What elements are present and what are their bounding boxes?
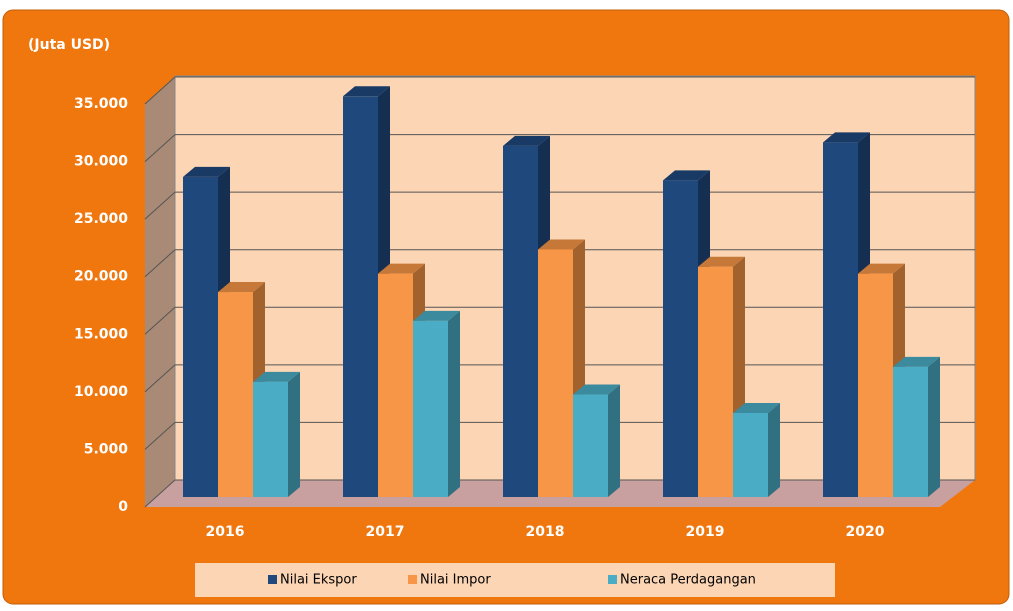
grid-line-side <box>144 364 176 393</box>
bar <box>413 320 448 497</box>
x-tick-label: 2017 <box>366 524 405 540</box>
bar <box>858 273 893 497</box>
bar-top <box>378 263 425 274</box>
grid-line-side <box>144 306 176 335</box>
bar <box>343 96 378 497</box>
y-tick-label: 0 <box>118 499 128 515</box>
bar-top <box>698 256 745 267</box>
x-tick-label: 2018 <box>526 524 565 540</box>
bar <box>823 142 858 498</box>
x-tick-label: 2016 <box>206 524 245 540</box>
bar-top <box>183 166 230 177</box>
bar-side <box>928 356 940 497</box>
grid-line-side <box>144 76 176 105</box>
bar-top <box>893 356 940 367</box>
bar-top <box>253 371 300 382</box>
legend-label: Nilai Impor <box>420 573 491 588</box>
legend-swatch <box>268 575 277 584</box>
bar-top <box>823 132 870 143</box>
bar-side <box>608 384 620 497</box>
y-tick-label: 25.000 <box>74 211 128 227</box>
bar <box>378 273 413 497</box>
x-tick-label: 2020 <box>846 524 885 540</box>
grid-line-side <box>144 191 176 220</box>
bar-side <box>288 371 300 497</box>
chart-title: (Juta USD) <box>28 37 110 53</box>
bar <box>503 145 538 498</box>
y-tick-label: 20.000 <box>74 269 128 285</box>
y-tick-label: 35.000 <box>74 96 128 112</box>
bar-top <box>218 282 265 293</box>
bar-top <box>733 402 780 413</box>
bar <box>253 381 288 497</box>
bar-top <box>503 135 550 146</box>
grid-line-side <box>144 479 176 508</box>
legend-label: Neraca Perdagangan <box>620 573 756 588</box>
bar <box>698 266 733 497</box>
grid-line-side <box>144 134 176 162</box>
side-wall <box>145 76 175 507</box>
bar-top <box>538 239 585 250</box>
grid-line-side <box>144 249 176 278</box>
legend-swatch <box>608 575 617 584</box>
bar-top <box>573 384 620 395</box>
bar <box>218 292 253 497</box>
bar-top <box>413 310 460 321</box>
bar <box>538 249 573 497</box>
bar-side <box>448 310 460 497</box>
legend-swatch <box>408 575 417 584</box>
legend-label: Nilai Ekspor <box>280 573 357 588</box>
y-tick-label: 5.000 <box>84 441 129 457</box>
bar <box>573 394 608 497</box>
y-tick-label: 15.000 <box>74 326 128 342</box>
bar-top <box>343 86 390 97</box>
bar-side <box>768 402 780 497</box>
x-tick-label: 2019 <box>686 524 725 540</box>
bar <box>183 176 218 497</box>
y-tick-label: 30.000 <box>74 154 128 170</box>
bar <box>733 412 768 497</box>
legend <box>195 563 835 597</box>
y-tick-label: 10.000 <box>74 384 128 400</box>
bar-top <box>663 170 710 181</box>
bar <box>893 366 928 497</box>
bar <box>663 180 698 497</box>
bar-top <box>858 263 905 274</box>
grid-line-side <box>144 422 176 450</box>
